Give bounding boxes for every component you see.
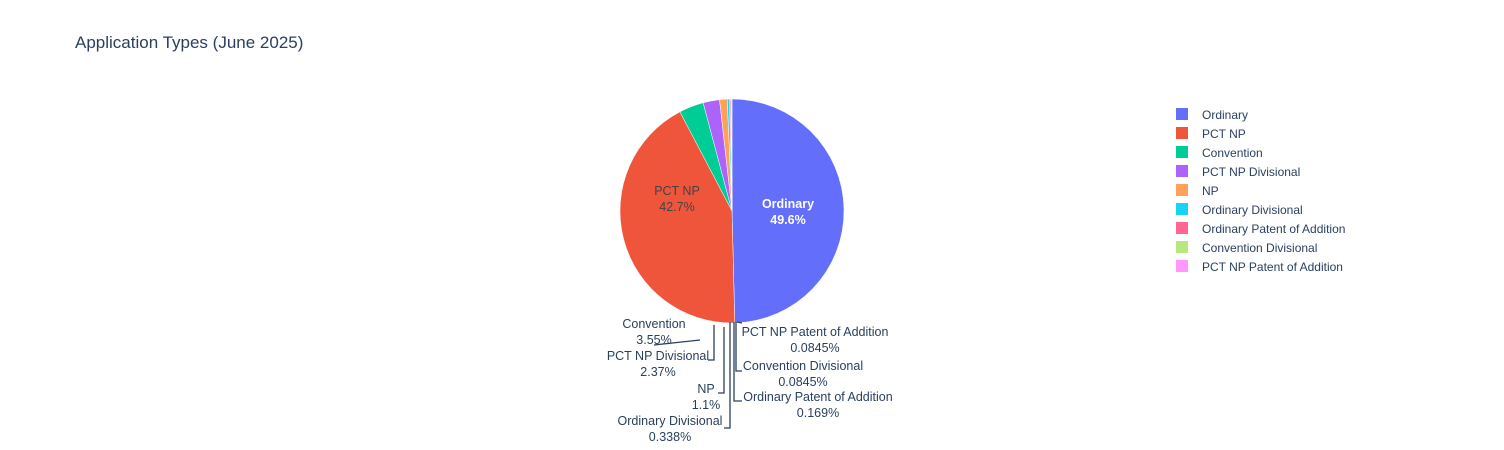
label-connector-np [718, 327, 725, 394]
legend-label-ordinary-divisional[interactable]: Ordinary Divisional [1202, 203, 1303, 217]
slice-percent-ordinary: 49.6% [770, 213, 805, 227]
slice-percent-convention-divisional: 0.0845% [778, 375, 827, 389]
legend-swatch-convention-divisional[interactable] [1176, 241, 1188, 253]
label-connector-ordinary-patent-of-addition [733, 322, 742, 402]
pie-slices [619, 98, 845, 324]
slice-labels: Ordinary 49.6% PCT NP 42.7% Convention 3.55% P… [607, 184, 893, 444]
legend-swatch-ordinary[interactable] [1176, 108, 1188, 120]
slice-label-ordinary-patent-of-addition: Ordinary Patent of Addition [743, 390, 892, 404]
legend-label-ordinary[interactable]: Ordinary [1202, 108, 1248, 122]
slice-percent-pct-np-divisional: 2.37% [640, 365, 675, 379]
legend-swatch-ordinary-divisional[interactable] [1176, 203, 1188, 215]
slice-percent-ordinary-patent-of-addition: 0.169% [797, 406, 839, 420]
legend-swatch-ordinary-patent-of-addition[interactable] [1176, 222, 1188, 234]
chart-title: Application Types (June 2025) [75, 33, 304, 52]
slice-label-pct-np-patent-of-addition: PCT NP Patent of Addition [742, 325, 889, 339]
label-connector-pct-np-patent-of-addition [736, 321, 743, 324]
slice-percent-convention: 3.55% [636, 333, 671, 347]
label-connector-ordinary-divisional [724, 322, 731, 429]
slice-label-ordinary-divisional: Ordinary Divisional [618, 414, 723, 428]
slice-percent-pct-np: 42.7% [659, 200, 694, 214]
legend-swatch-pct-np[interactable] [1176, 127, 1188, 139]
label-connector-pct-np-divisional [708, 325, 715, 361]
legend-label-pct-np[interactable]: PCT NP [1202, 127, 1246, 141]
legend-label-ordinary-patent-of-addition[interactable]: Ordinary Patent of Addition [1202, 222, 1345, 236]
slice-label-convention-divisional: Convention Divisional [743, 359, 863, 373]
pie-slice-pct-np[interactable] [619, 111, 736, 324]
legend-label-convention[interactable]: Convention [1202, 146, 1263, 160]
legend-label-pct-np-divisional[interactable]: PCT NP Divisional [1202, 165, 1300, 179]
label-connector-convention [653, 339, 701, 346]
slice-label-pct-np: PCT NP [654, 184, 700, 198]
legend-swatch-np[interactable] [1176, 184, 1188, 196]
slice-percent-np: 1.1% [692, 398, 721, 412]
slice-label-pct-np-divisional: PCT NP Divisional [607, 349, 709, 363]
legend: Ordinary PCT NP Convention PCT NP Divisiona… [1176, 108, 1345, 274]
slice-label-ordinary: Ordinary [762, 197, 814, 211]
slice-percent-ordinary-divisional: 0.338% [649, 430, 691, 444]
pie-slice-pct-np-patent-of-addition[interactable] [731, 98, 733, 212]
slice-percent-pct-np-patent-of-addition: 0.0845% [790, 341, 839, 355]
legend-swatch-pct-np-divisional[interactable] [1176, 165, 1188, 177]
legend-label-np[interactable]: NP [1202, 184, 1219, 198]
legend-label-pct-np-patent-of-addition[interactable]: PCT NP Patent of Addition [1202, 260, 1343, 274]
slice-label-convention: Convention [622, 317, 685, 331]
legend-swatch-convention[interactable] [1176, 146, 1188, 158]
label-connector-convention-divisional [735, 322, 742, 372]
pie-slice-ordinary[interactable] [731, 98, 845, 324]
legend-label-convention-divisional[interactable]: Convention Divisional [1202, 241, 1317, 255]
slice-label-np: NP [697, 382, 714, 396]
label-connectors [653, 321, 743, 429]
legend-swatch-pct-np-patent-of-addition[interactable] [1176, 260, 1188, 272]
